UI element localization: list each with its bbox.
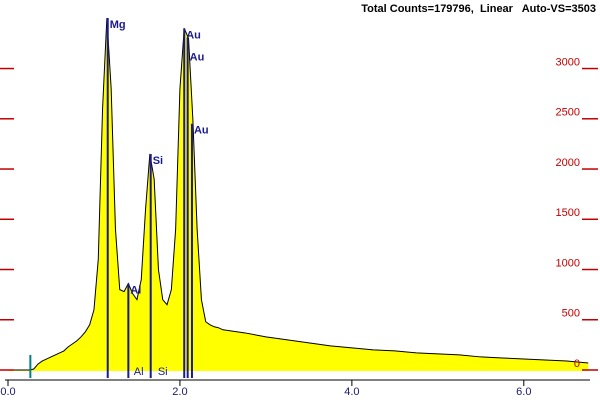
x-tick-label: 0.0	[0, 386, 15, 398]
element-label: Au	[190, 51, 205, 63]
x-tick-label: 6.0	[516, 386, 531, 398]
plot-area	[8, 18, 589, 371]
element-label: Au	[186, 29, 201, 41]
y-tick-label: 3000	[556, 56, 580, 68]
spectrum-area	[8, 18, 589, 371]
y-tick-label: 1500	[556, 207, 580, 219]
escape-label: Al	[134, 366, 144, 378]
x-tick-label: 2.0	[172, 386, 187, 398]
element-label: Mg	[110, 19, 126, 31]
y-tick-label: 1000	[556, 257, 580, 269]
element-label: Al	[130, 284, 141, 296]
escape-label: Si	[158, 366, 168, 378]
y-tick-label: 2000	[556, 157, 580, 169]
y-tick-label: 500	[562, 308, 580, 320]
element-label: Si	[153, 155, 163, 167]
element-label: Au	[194, 125, 209, 137]
y-tick-label: 2500	[556, 107, 580, 119]
header-status: Total Counts=179796, Linear Auto-VS=3503	[361, 3, 596, 15]
y-tick-label: 0	[574, 358, 580, 370]
spectrum-line	[8, 18, 589, 371]
x-tick-label: 4.0	[344, 386, 359, 398]
